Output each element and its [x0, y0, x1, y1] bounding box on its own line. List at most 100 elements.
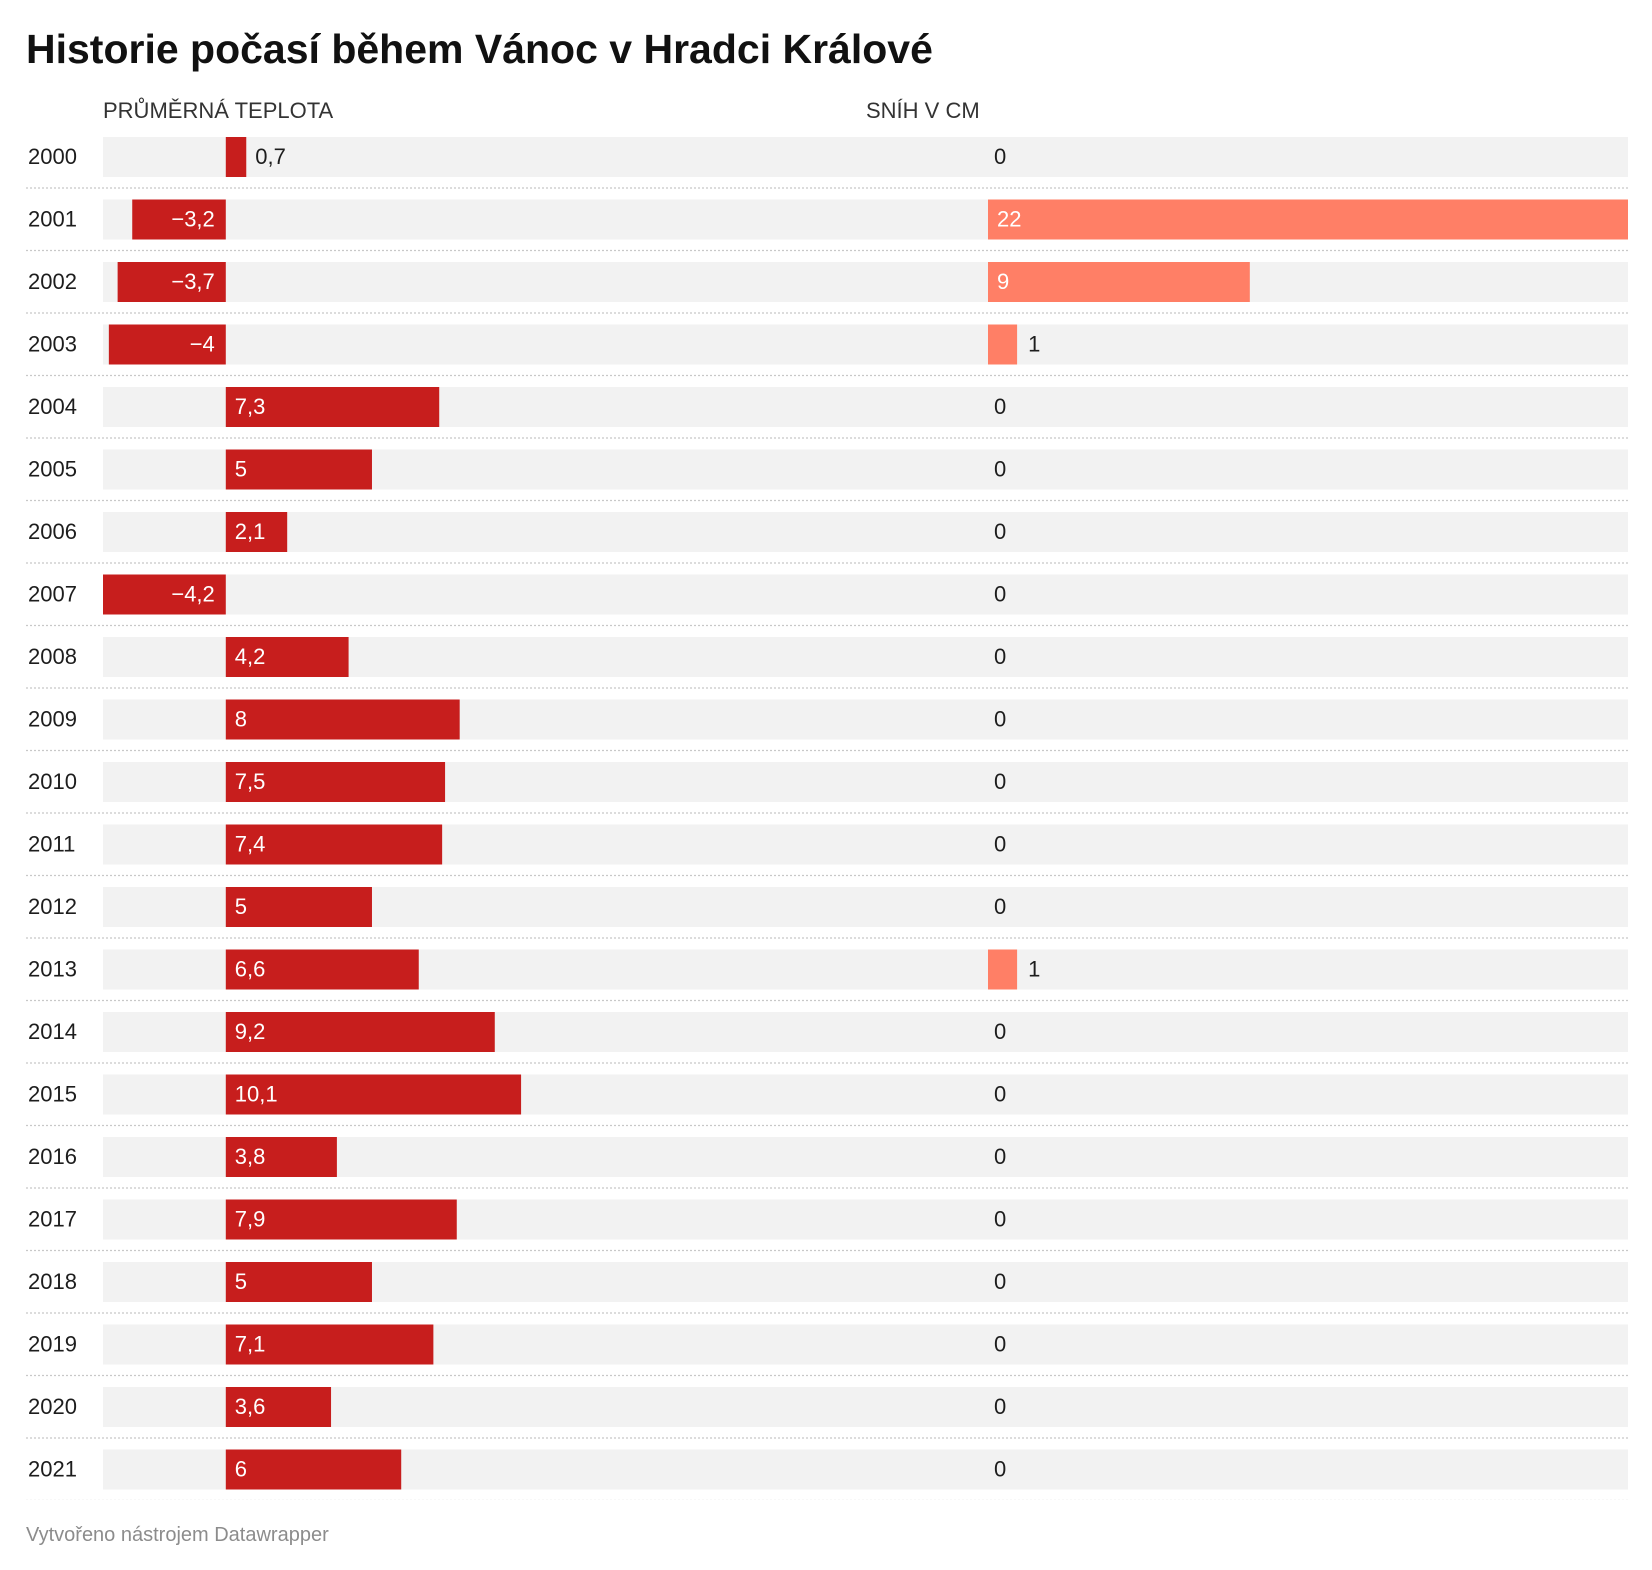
credit-footer: Vytvořeno nástrojem Datawrapper	[26, 1524, 329, 1546]
temperature-value-label: 7,4	[235, 832, 266, 857]
snow-value-label: 0	[994, 457, 1006, 482]
snow-value-label: 0	[994, 1019, 1006, 1044]
temperature-bar	[225, 699, 460, 740]
row-track	[103, 324, 1628, 365]
year-label: 2004	[28, 394, 77, 419]
temperature-value-label: 7,1	[235, 1332, 266, 1357]
temperature-bar	[225, 824, 443, 865]
snow-bar	[988, 262, 1250, 302]
temperature-bar	[225, 1137, 337, 1177]
temperature-bar	[225, 762, 446, 802]
year-label: 2017	[28, 1207, 77, 1232]
year-label: 2000	[28, 144, 77, 169]
snow-bar	[988, 324, 1018, 365]
temperature-bar	[225, 1074, 522, 1115]
row-track	[103, 262, 1628, 302]
row-track	[103, 637, 1628, 677]
snow-value-label: 0	[994, 1082, 1006, 1107]
temperature-value-label: 4,2	[235, 644, 266, 669]
row-track	[103, 574, 1628, 615]
snow-value-label: 0	[994, 1394, 1006, 1419]
temperature-value-label: 9,2	[235, 1019, 266, 1044]
temperature-bar	[225, 1449, 402, 1490]
row-track	[103, 512, 1628, 552]
year-label: 2020	[28, 1394, 77, 1419]
year-label: 2016	[28, 1144, 77, 1169]
snow-value-label: 0	[994, 144, 1006, 169]
year-label: 2007	[28, 582, 77, 607]
row-track	[103, 137, 1628, 177]
snow-value-label: 0	[994, 1457, 1006, 1482]
temperature-value-label: 3,6	[235, 1394, 266, 1419]
snow-value-label: 0	[994, 519, 1006, 544]
temperature-bar	[225, 137, 247, 177]
snow-value-label: 1	[1028, 957, 1040, 982]
snow-value-label: 0	[994, 1332, 1006, 1357]
temperature-value-label: 10,1	[235, 1082, 278, 1107]
split-bar-chart: 2000 0,7 0 2001 −3,2 22 2002 −3,7 9 2003 −4 1 2004 7,…	[26, 137, 1628, 1500]
snow-value-label: 0	[994, 1144, 1006, 1169]
temperature-bar	[108, 324, 226, 365]
snow-bar	[988, 949, 1018, 990]
year-label: 2021	[28, 1457, 77, 1482]
temperature-bar	[132, 199, 226, 240]
temperature-bar	[103, 574, 226, 615]
year-label: 2015	[28, 1082, 77, 1107]
snow-value-label: 0	[994, 394, 1006, 419]
year-label: 2009	[28, 707, 77, 732]
temperature-value-label: −4	[190, 332, 215, 357]
snow-value-label: 0	[994, 644, 1006, 669]
year-label: 2008	[28, 644, 77, 669]
temperature-value-label: 5	[235, 894, 247, 919]
snow-value-label: 0	[994, 582, 1006, 607]
temperature-value-label: 0,7	[255, 144, 286, 169]
temperature-value-label: 2,1	[235, 519, 266, 544]
temperature-value-label: −3,2	[171, 207, 214, 232]
temperature-value-label: 6	[235, 1457, 247, 1482]
temperature-bar	[117, 262, 226, 302]
temperature-bar	[225, 1262, 372, 1302]
temperature-bar	[225, 1012, 495, 1052]
temperature-value-label: 7,5	[235, 769, 266, 794]
temperature-column-header: PRŮMĚRNÁ TEPLOTA	[103, 98, 334, 123]
year-label: 2011	[28, 832, 75, 857]
temperature-bar	[225, 637, 349, 677]
year-label: 2019	[28, 1332, 77, 1357]
temperature-value-label: −4,2	[171, 582, 214, 607]
year-label: 2012	[28, 894, 77, 919]
temperature-bar	[225, 387, 440, 427]
snow-value-label: 9	[997, 269, 1009, 294]
temperature-bar	[225, 1387, 332, 1427]
snow-column-header: SNÍH V CM	[866, 98, 980, 123]
temperature-bar	[225, 1324, 434, 1365]
temperature-value-label: 8	[235, 707, 247, 732]
snow-value-label: 0	[994, 832, 1006, 857]
snow-bar	[988, 199, 1628, 240]
temperature-value-label: 6,6	[235, 957, 266, 982]
snow-value-label: 22	[997, 207, 1021, 232]
temperature-value-label: 7,9	[235, 1207, 266, 1232]
temperature-value-label: 5	[235, 457, 247, 482]
year-label: 2014	[28, 1019, 77, 1044]
temperature-bar	[225, 949, 419, 990]
temperature-bar	[225, 1199, 457, 1240]
temperature-value-label: 3,8	[235, 1144, 266, 1169]
temperature-value-label: 7,3	[235, 394, 266, 419]
year-label: 2003	[28, 332, 77, 357]
temperature-value-label: 5	[235, 1269, 247, 1294]
chart-title: Historie počasí během Vánoc v Hradci Krá…	[26, 26, 933, 72]
year-label: 2010	[28, 769, 77, 794]
row-track	[103, 1137, 1628, 1177]
temperature-bar	[225, 449, 372, 490]
snow-value-label: 0	[994, 769, 1006, 794]
year-label: 2018	[28, 1269, 77, 1294]
year-label: 2001	[28, 207, 77, 232]
snow-value-label: 0	[994, 894, 1006, 919]
snow-value-label: 0	[994, 1207, 1006, 1232]
snow-value-label: 0	[994, 707, 1006, 732]
temperature-value-label: −3,7	[171, 269, 214, 294]
year-label: 2013	[28, 957, 77, 982]
temperature-bar	[225, 512, 288, 552]
year-label: 2006	[28, 519, 77, 544]
row-track	[103, 1387, 1628, 1427]
